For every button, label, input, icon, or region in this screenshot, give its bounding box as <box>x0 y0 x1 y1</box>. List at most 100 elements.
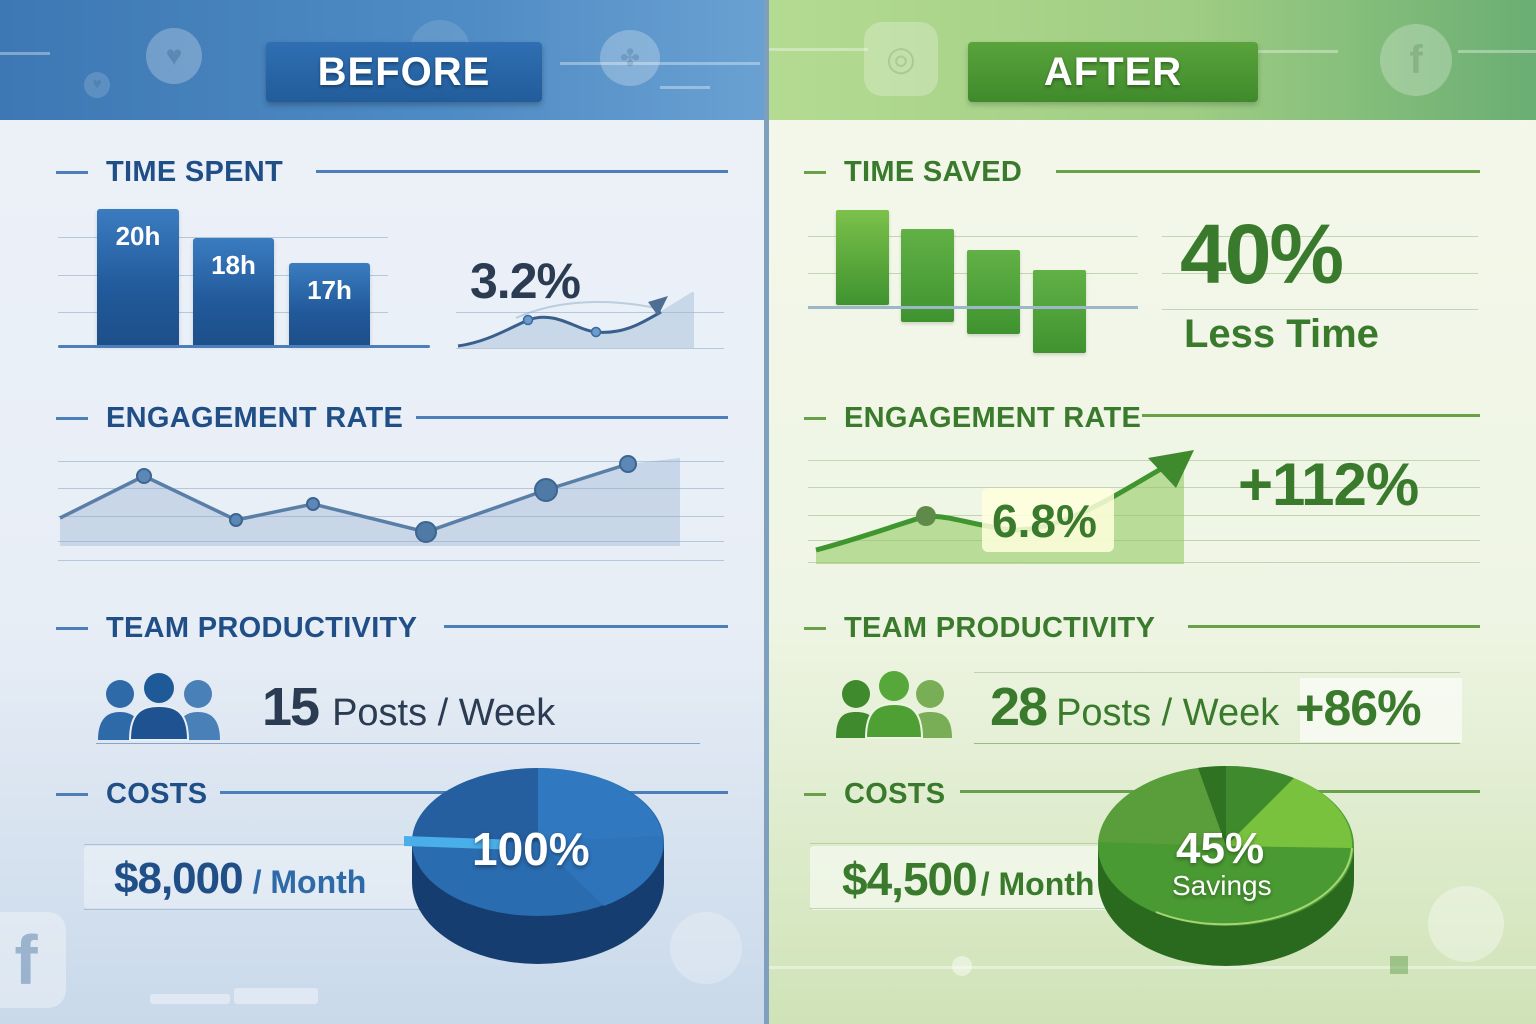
costs-title: COSTS <box>56 778 207 811</box>
decor-line <box>1458 50 1536 53</box>
node-dot <box>952 956 972 976</box>
pie-caption: Savings <box>1172 870 1272 901</box>
cost-amount: $4,500 <box>842 853 978 905</box>
engagement-line-chart <box>59 455 680 546</box>
gridline <box>58 488 724 489</box>
title-dash <box>804 417 826 420</box>
panel-divider <box>764 0 769 1024</box>
gridline <box>456 312 724 313</box>
puzzle-icon: ✤ <box>600 30 660 86</box>
pie-value: 45% <box>1176 824 1265 873</box>
title-dash <box>56 627 88 630</box>
cost-pie-chart <box>404 768 664 964</box>
time-saved-value: 40% <box>1180 207 1344 301</box>
time-bar-4 <box>1033 270 1086 353</box>
heart-small-icon: ♥ <box>84 72 110 98</box>
decor-line <box>560 62 760 65</box>
decor-line <box>234 988 318 1004</box>
rate-highlight-box <box>982 488 1114 552</box>
bar-17h: 17h <box>289 263 370 345</box>
cost-box <box>810 846 1126 910</box>
gridline <box>1162 236 1478 237</box>
gridline <box>58 461 724 462</box>
title-dash <box>56 417 88 420</box>
posts-count: 15 <box>262 677 320 737</box>
cost-pie-chart <box>1098 765 1354 966</box>
engagement-value: 6.8% <box>992 495 1097 547</box>
team-productivity-title: TEAM PRODUCTIVITY <box>804 612 1155 645</box>
instagram-icon: ◎ <box>864 22 938 96</box>
gridline <box>974 743 1460 744</box>
before-panel: ♥ ♥ ✤ BEFORE TIME SPENT 20h 18h 17h 3.2%… <box>0 0 768 1024</box>
engagement-rate-title: ENGAGEMENT RATE <box>56 402 403 435</box>
team-productivity-title: TEAM PRODUCTIVITY <box>56 612 417 645</box>
chat-icon <box>670 912 742 984</box>
facebook-icon: f <box>1380 24 1452 96</box>
bar-baseline <box>808 306 1138 309</box>
cost-box <box>84 846 426 908</box>
time-bar-3 <box>967 250 1020 334</box>
team-icon <box>98 673 220 741</box>
gridline <box>58 237 388 238</box>
chat-icon <box>1428 886 1504 962</box>
pie-label: 100% <box>472 823 590 875</box>
section-rule <box>316 170 728 173</box>
gridline <box>808 236 1138 237</box>
posts-per-week: 15 Posts / Week <box>262 676 555 738</box>
node-dot <box>1390 956 1408 974</box>
section-rule <box>1142 414 1480 417</box>
section-rule <box>1188 625 1480 628</box>
costs-title: COSTS <box>804 778 945 811</box>
bar-18h: 18h <box>193 238 274 345</box>
posts-count: 28 <box>990 677 1048 737</box>
after-panel: ◎ f AFTER TIME SAVED 40% Less Time ENGAG… <box>768 0 1536 1024</box>
title-dash <box>804 171 826 174</box>
section-rule <box>1056 170 1480 173</box>
gridline <box>58 560 724 561</box>
gridline <box>810 843 1170 844</box>
gridline <box>96 743 700 744</box>
cost-amount: $8,000 <box>114 854 244 903</box>
facebook-icon: f <box>0 912 66 1008</box>
gridline <box>1162 273 1478 274</box>
time-spent-title: TIME SPENT <box>56 156 283 189</box>
cost-unit: / Month <box>252 864 367 900</box>
gridline <box>808 460 1480 461</box>
posts-unit: Posts / Week <box>332 692 556 734</box>
decor-line <box>768 966 1536 969</box>
title-dash <box>804 793 826 796</box>
time-saved-title: TIME SAVED <box>804 156 1022 189</box>
team-icon <box>836 671 952 739</box>
decor-line <box>660 86 710 89</box>
gridline <box>810 908 1170 909</box>
section-rule <box>416 416 728 419</box>
bar-baseline <box>58 345 430 348</box>
section-rule <box>444 625 728 628</box>
decor-line <box>0 52 50 55</box>
posts-change: +86% <box>1295 680 1421 736</box>
engagement-value: 3.2% <box>470 253 581 309</box>
heart-icon: ♥ <box>146 28 202 84</box>
title-dash <box>804 627 826 630</box>
before-badge: BEFORE <box>266 42 542 102</box>
decor-line <box>768 48 868 51</box>
title-dash <box>56 171 88 174</box>
gridline <box>1162 309 1478 310</box>
posts-per-week: 28 Posts / Week +86% <box>990 676 1422 738</box>
gridline <box>84 909 424 910</box>
monthly-cost: $4,500 / Month <box>842 852 1094 906</box>
gridline <box>456 348 724 349</box>
gridline <box>84 844 424 845</box>
decor-line <box>150 994 230 1004</box>
gridline <box>58 516 724 517</box>
gridline <box>974 672 1460 673</box>
engagement-mini-chart <box>457 292 694 348</box>
gridline <box>58 541 724 542</box>
title-dash <box>56 793 88 796</box>
posts-unit: Posts / Week <box>1056 692 1280 734</box>
after-badge: AFTER <box>968 42 1258 102</box>
cost-unit: / Month <box>980 866 1095 902</box>
change-highlight-box <box>1300 678 1462 742</box>
time-saved-caption: Less Time <box>1184 312 1379 356</box>
engagement-rate-title: ENGAGEMENT RATE <box>804 402 1141 435</box>
